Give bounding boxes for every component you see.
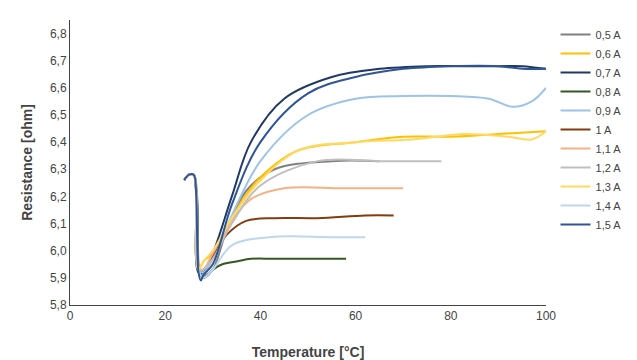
svg-text:1,2 A: 1,2 A [596, 162, 622, 174]
svg-text:Resistance [ohm]: Resistance [ohm] [19, 104, 35, 221]
svg-text:1,3 A: 1,3 A [596, 181, 622, 193]
svg-text:6,0: 6,0 [50, 244, 67, 258]
svg-text:5,9: 5,9 [50, 271, 67, 285]
svg-text:0,5 A: 0,5 A [596, 29, 622, 41]
svg-text:60: 60 [349, 309, 363, 323]
svg-text:80: 80 [444, 309, 458, 323]
svg-text:100: 100 [536, 309, 556, 323]
svg-text:0,7 A: 0,7 A [596, 67, 622, 79]
svg-text:1,4 A: 1,4 A [596, 200, 622, 212]
svg-text:6,8: 6,8 [50, 27, 67, 41]
svg-text:0,8 A: 0,8 A [596, 86, 622, 98]
svg-text:1,1 A: 1,1 A [596, 143, 622, 155]
svg-text:0: 0 [67, 309, 74, 323]
svg-text:6,7: 6,7 [50, 54, 67, 68]
svg-text:1,5 A: 1,5 A [596, 219, 622, 231]
svg-text:6,4: 6,4 [50, 135, 67, 149]
svg-text:6,1: 6,1 [50, 217, 67, 231]
svg-text:0,6 A: 0,6 A [596, 48, 622, 60]
svg-text:6,6: 6,6 [50, 81, 67, 95]
svg-text:6,2: 6,2 [50, 190, 67, 204]
svg-text:6,5: 6,5 [50, 108, 67, 122]
svg-text:5,8: 5,8 [50, 298, 67, 312]
svg-text:6,3: 6,3 [50, 162, 67, 176]
svg-text:0,9 A: 0,9 A [596, 105, 622, 117]
svg-text:1 A: 1 A [596, 124, 613, 136]
svg-text:20: 20 [159, 309, 173, 323]
svg-text:Temperature [°C]: Temperature [°C] [252, 344, 365, 360]
svg-text:40: 40 [254, 309, 268, 323]
